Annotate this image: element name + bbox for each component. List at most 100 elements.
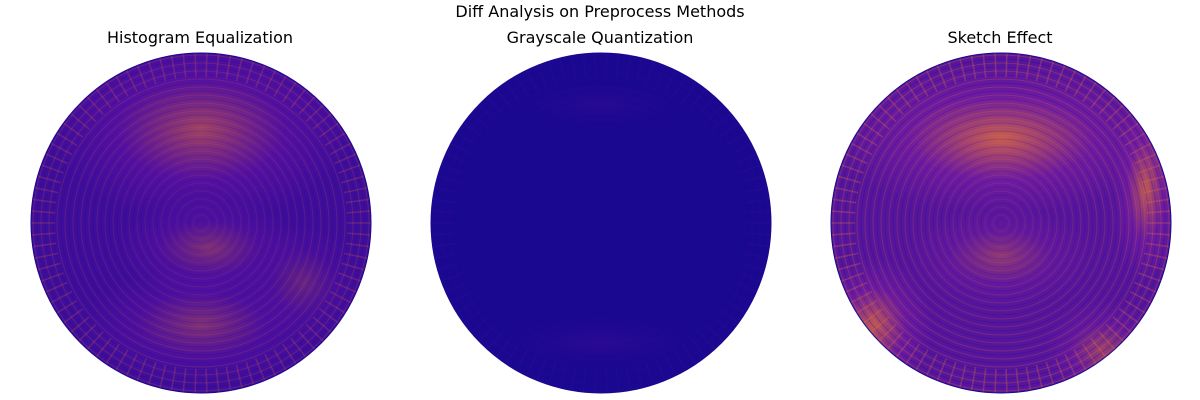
edge-spoke [32, 198, 57, 204]
edge-spoke [34, 186, 59, 194]
edge-spoke [456, 299, 478, 314]
ring-texture [128, 150, 274, 296]
edge-spoke [845, 153, 868, 165]
edge-spoke [70, 316, 90, 333]
edge-spoke [1146, 232, 1171, 236]
ring-texture [948, 170, 1054, 276]
ring-texture [920, 142, 1082, 304]
ring-texture [96, 118, 306, 328]
edge-spoke [170, 366, 177, 391]
panel-grayscale-quantization: Grayscale Quantization [420, 28, 780, 398]
ring-texture [560, 182, 642, 264]
edge-spoke [1112, 113, 1132, 130]
edge-spoke [895, 337, 912, 358]
edge-spoke [525, 69, 538, 92]
ring-texture [548, 170, 654, 276]
polar-heatmap-disk [30, 52, 372, 394]
edge-spoke [346, 232, 371, 236]
edge-spoke [1129, 290, 1152, 304]
ring-texture [480, 102, 722, 344]
edge-spoke [837, 262, 861, 271]
edge-spoke [1138, 272, 1161, 282]
edge-spoke [878, 104, 897, 122]
edge-spoke [37, 262, 61, 271]
ring-texture [84, 106, 318, 340]
ring-texture [528, 150, 674, 296]
ring-texture [104, 126, 298, 320]
edge-spoke [863, 122, 884, 138]
edge-spoke [982, 53, 987, 78]
edge-spoke [441, 164, 464, 174]
ring-texture [984, 206, 1018, 240]
ring-texture [840, 62, 1162, 384]
edge-spoke [1025, 55, 1032, 80]
edge-spoke [673, 75, 687, 97]
edge-spoke [970, 366, 977, 391]
panel-sketch-effect: Sketch Effect [820, 28, 1180, 398]
edge-spoke [1098, 331, 1116, 350]
edge-spoke [738, 272, 761, 282]
edge-spoke [305, 104, 324, 122]
edge-spoke [718, 122, 739, 138]
ring-texture [188, 210, 214, 236]
edge-spoke [273, 349, 287, 371]
edge-spoke [255, 65, 266, 88]
edge-spoke [505, 81, 520, 103]
edge-spoke [547, 361, 557, 385]
ring-texture [468, 90, 734, 356]
ring-texture [456, 78, 746, 368]
edge-spoke [536, 358, 547, 381]
ring-texture [864, 86, 1138, 360]
edge-spoke [635, 364, 643, 389]
ring-texture [452, 74, 750, 372]
edge-spoke [1143, 252, 1168, 260]
edge-spoke [1015, 53, 1020, 78]
ring-texture [144, 166, 258, 280]
edge-spoke [273, 75, 287, 97]
edge-spoke [905, 81, 920, 103]
edge-spoke [505, 343, 520, 365]
edge-spoke [431, 232, 456, 236]
ring-texture [52, 74, 350, 372]
edge-spoke [441, 272, 464, 282]
ring-texture [444, 66, 758, 380]
edge-spoke [486, 331, 504, 350]
edge-spoke [1105, 324, 1124, 342]
edge-spoke [1035, 57, 1043, 82]
edge-spoke [338, 164, 361, 174]
disk-base [431, 53, 771, 393]
edge-spoke [1090, 337, 1107, 358]
edge-spoke [318, 308, 339, 324]
edge-spoke [264, 354, 277, 377]
ring-texture [196, 218, 206, 228]
edge-spoke [878, 324, 897, 342]
ring-texture [512, 134, 690, 312]
ring-texture [176, 198, 226, 248]
edge-spoke [1124, 132, 1146, 147]
edge-spoke [582, 53, 587, 78]
edge-spoke [56, 132, 78, 147]
ring-texture [900, 122, 1102, 324]
edge-spoke [431, 210, 456, 214]
edge-spoke [615, 368, 620, 393]
edge-spoke [925, 69, 938, 92]
ring-texture [32, 54, 370, 392]
ring-texture [972, 194, 1030, 252]
ring-texture [892, 114, 1110, 332]
edge-spoke [115, 349, 129, 371]
intensity-region [465, 308, 737, 376]
edge-spoke [850, 142, 873, 156]
edge-spoke [856, 132, 878, 147]
ring-texture [936, 158, 1066, 288]
edge-spoke [712, 316, 732, 333]
ring-texture [988, 210, 1014, 236]
edge-spoke [1005, 53, 1008, 77]
edge-spoke [635, 57, 643, 82]
ring-texture [588, 210, 614, 236]
edge-spoke [450, 290, 473, 304]
ring-texture [164, 186, 238, 260]
ring-texture [72, 94, 330, 352]
ring-texture [532, 154, 670, 292]
edge-spoke [215, 53, 220, 78]
edge-spoke [56, 299, 78, 314]
